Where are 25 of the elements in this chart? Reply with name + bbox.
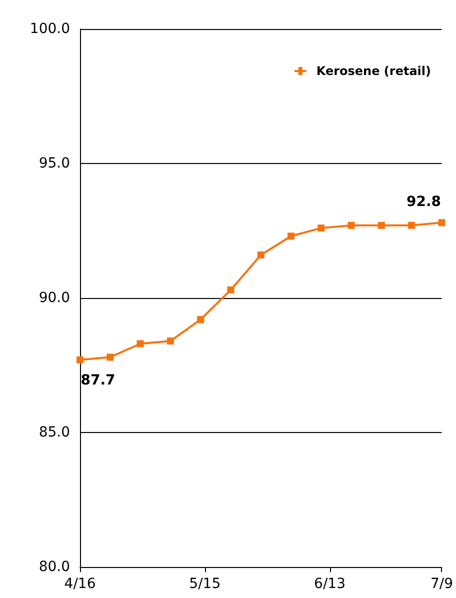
point [197,316,204,324]
x-tick-label: 6/13 [314,576,346,592]
x-tick-label: 4/16 [64,576,96,592]
y-tick-label: 90.0 [38,290,70,306]
y-tick-label: 80.0 [38,559,70,575]
point [76,356,84,364]
point [257,251,264,258]
point [227,286,234,294]
y-tick-label: 85.0 [38,424,70,440]
y-tick-label: 100.0 [30,21,70,37]
x-tick-label: 5/15 [189,576,221,592]
y-tick-label: 95.0 [38,156,70,172]
point [288,232,295,240]
point [318,224,325,232]
data-label: 92.8 [406,194,442,210]
point [136,340,144,348]
point [378,222,385,229]
legend-label: Kerosene (retail) [316,64,432,78]
data-label: 87.7 [80,372,116,388]
point [348,222,355,229]
point [166,338,174,345]
point [408,222,416,229]
x-tick-label: 7/9 [430,576,453,592]
point [438,219,446,226]
point [106,354,114,361]
